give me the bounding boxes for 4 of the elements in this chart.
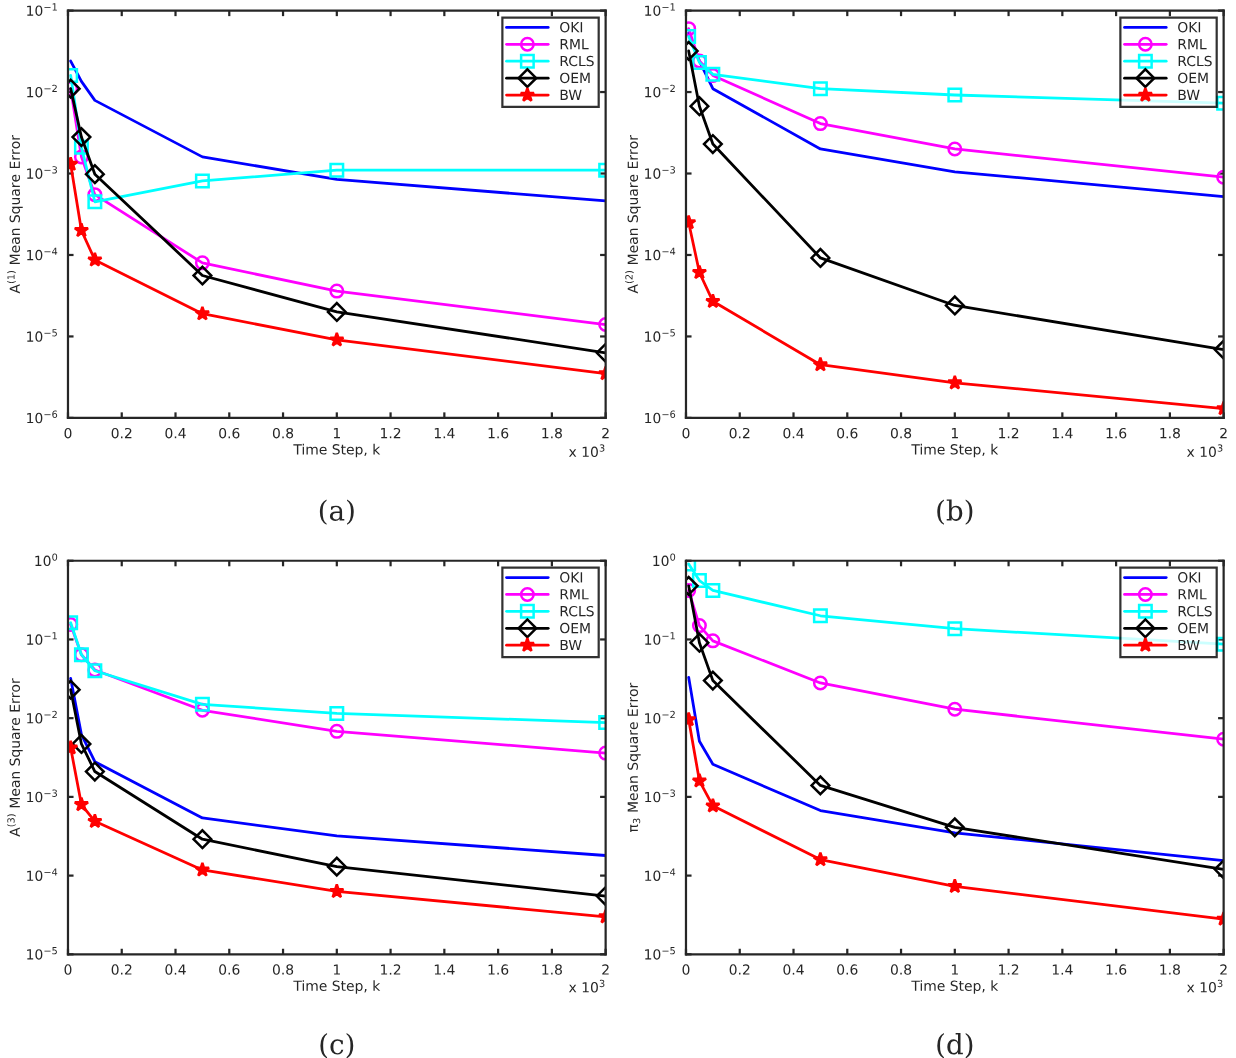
text: (b) bbox=[937, 499, 973, 525]
text: (c) bbox=[320, 1033, 354, 1058]
text: (d) bbox=[937, 1033, 973, 1058]
text: (a) bbox=[319, 499, 354, 525]
